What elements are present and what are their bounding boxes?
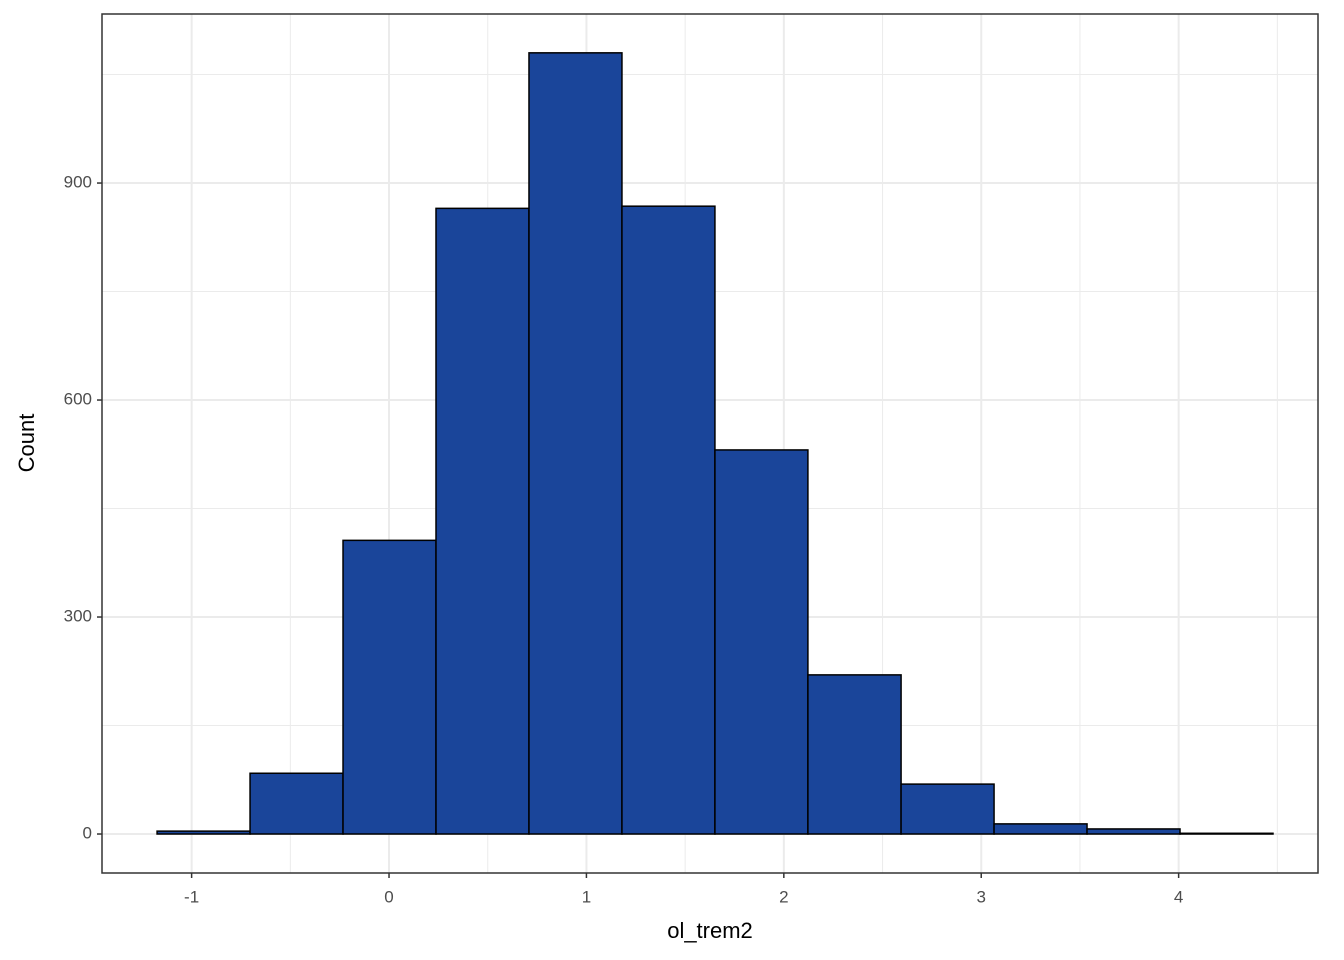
y-tick-label: 300	[64, 607, 92, 626]
x-tick-label: 3	[976, 887, 985, 906]
bar	[1179, 832, 1274, 835]
x-tick-label: 4	[1174, 887, 1183, 906]
bar	[621, 205, 716, 835]
y-tick-label: 0	[83, 823, 92, 842]
x-tick-label: -1	[184, 887, 199, 906]
y-axis-title: Count	[14, 414, 39, 473]
y-tick-label: 900	[64, 173, 92, 192]
bar	[249, 772, 344, 835]
panel-border	[101, 13, 1319, 874]
bar	[435, 207, 530, 835]
bar	[342, 539, 437, 835]
bar	[528, 52, 623, 835]
x-tick-label: 1	[582, 887, 591, 906]
bar	[1086, 828, 1181, 835]
x-tick-label: 0	[384, 887, 393, 906]
bar	[993, 823, 1088, 835]
y-tick-label: 600	[64, 390, 92, 409]
bar	[714, 449, 809, 835]
bar	[900, 783, 995, 835]
x-axis-title: ol_trem2	[667, 918, 753, 943]
bar	[156, 830, 251, 835]
x-tick-label: 2	[779, 887, 788, 906]
bar	[807, 674, 902, 835]
